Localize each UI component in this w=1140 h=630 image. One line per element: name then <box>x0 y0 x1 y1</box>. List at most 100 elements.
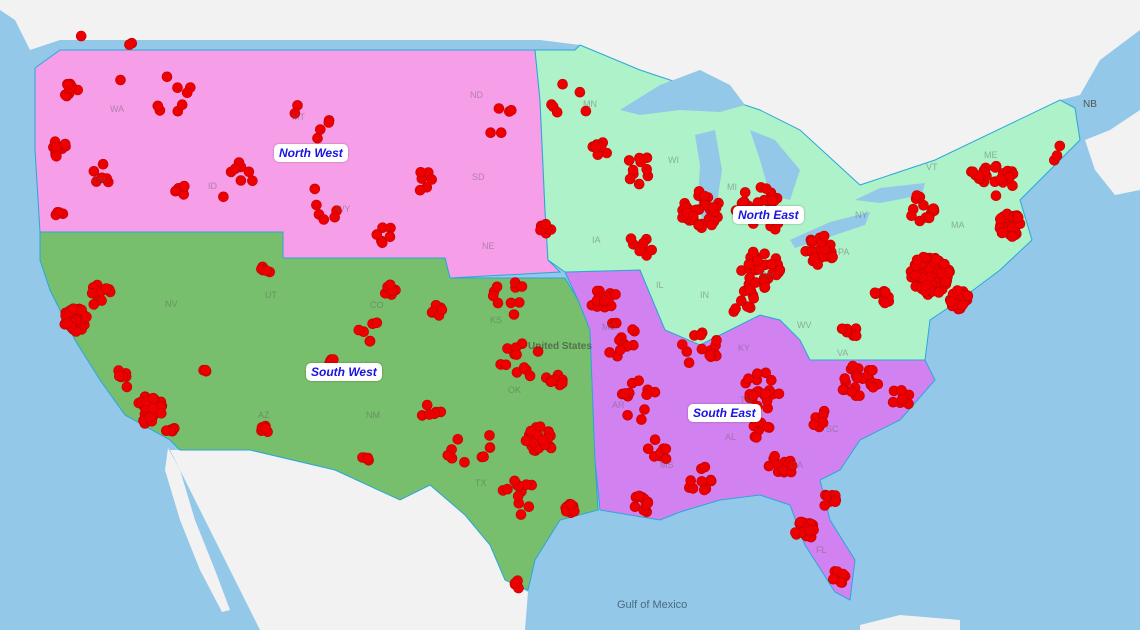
location-marker[interactable] <box>384 279 396 291</box>
location-marker[interactable] <box>896 393 908 405</box>
location-marker[interactable] <box>699 461 711 473</box>
location-marker[interactable] <box>415 167 427 178</box>
location-marker[interactable] <box>502 483 513 495</box>
location-marker[interactable] <box>759 281 771 293</box>
location-marker[interactable] <box>312 132 323 144</box>
location-marker[interactable] <box>827 251 838 263</box>
location-marker[interactable] <box>743 258 755 270</box>
location-marker[interactable] <box>911 254 923 266</box>
location-marker[interactable] <box>639 404 650 415</box>
location-marker[interactable] <box>200 364 211 376</box>
location-marker[interactable] <box>909 269 921 281</box>
location-marker[interactable] <box>928 203 939 214</box>
location-marker[interactable] <box>485 127 496 138</box>
location-marker[interactable] <box>839 373 851 384</box>
location-marker[interactable] <box>323 117 335 128</box>
location-marker[interactable] <box>289 108 301 119</box>
location-marker[interactable] <box>487 290 499 302</box>
location-marker[interactable] <box>693 219 704 231</box>
location-marker[interactable] <box>176 99 188 110</box>
location-marker[interactable] <box>920 280 932 291</box>
location-marker[interactable] <box>818 230 830 242</box>
location-marker[interactable] <box>760 388 771 399</box>
location-marker[interactable] <box>426 174 438 185</box>
location-marker[interactable] <box>923 212 935 224</box>
location-marker[interactable] <box>362 452 374 464</box>
location-marker[interactable] <box>493 103 505 114</box>
location-marker[interactable] <box>795 516 807 528</box>
location-marker[interactable] <box>911 190 923 201</box>
location-marker[interactable] <box>421 399 433 411</box>
location-marker[interactable] <box>371 229 383 240</box>
location-marker[interactable] <box>766 194 778 206</box>
location-marker[interactable] <box>376 237 388 248</box>
location-marker[interactable] <box>867 364 878 376</box>
location-marker[interactable] <box>957 299 968 311</box>
location-marker[interactable] <box>641 389 653 401</box>
location-marker[interactable] <box>62 79 74 91</box>
location-marker[interactable] <box>371 317 383 329</box>
location-marker[interactable] <box>452 433 464 445</box>
location-marker[interactable] <box>505 105 517 116</box>
location-marker[interactable] <box>161 425 172 437</box>
location-marker[interactable] <box>819 500 831 511</box>
location-marker[interactable] <box>230 163 241 174</box>
location-marker[interactable] <box>260 423 271 434</box>
location-marker[interactable] <box>385 222 396 234</box>
location-marker[interactable] <box>525 425 537 437</box>
location-marker[interactable] <box>610 317 622 329</box>
location-marker[interactable] <box>574 86 586 98</box>
location-marker[interactable] <box>598 295 610 306</box>
location-marker[interactable] <box>604 347 615 358</box>
location-marker[interactable] <box>777 464 789 476</box>
location-marker[interactable] <box>614 344 626 356</box>
location-marker[interactable] <box>622 409 633 421</box>
location-marker[interactable] <box>695 329 707 341</box>
location-marker[interactable] <box>747 246 759 258</box>
location-marker[interactable] <box>100 283 112 294</box>
location-marker[interactable] <box>523 501 535 513</box>
location-marker[interactable] <box>1051 150 1063 161</box>
location-marker[interactable] <box>442 449 454 461</box>
location-marker[interactable] <box>311 199 322 211</box>
location-marker[interactable] <box>96 295 107 306</box>
location-marker[interactable] <box>318 214 330 225</box>
location-marker[interactable] <box>53 207 65 218</box>
location-marker[interactable] <box>484 430 495 441</box>
location-marker[interactable] <box>634 152 645 164</box>
location-marker[interactable] <box>995 173 1007 185</box>
location-marker[interactable] <box>705 474 717 486</box>
location-marker[interactable] <box>623 155 635 166</box>
location-marker[interactable] <box>637 237 649 249</box>
location-marker[interactable] <box>556 377 568 389</box>
location-marker[interactable] <box>763 460 775 472</box>
location-marker[interactable] <box>773 388 785 400</box>
location-marker[interactable] <box>59 138 71 150</box>
location-marker[interactable] <box>642 443 654 455</box>
location-marker[interactable] <box>172 82 183 93</box>
location-marker[interactable] <box>687 210 699 222</box>
location-marker[interactable] <box>730 303 741 314</box>
location-marker[interactable] <box>765 258 777 270</box>
location-marker[interactable] <box>414 184 426 196</box>
location-marker[interactable] <box>459 456 470 468</box>
location-marker[interactable] <box>86 287 98 299</box>
location-marker[interactable] <box>500 359 512 371</box>
location-marker[interactable] <box>51 151 62 162</box>
location-marker[interactable] <box>945 296 957 308</box>
location-marker[interactable] <box>867 381 879 393</box>
location-marker[interactable] <box>641 163 653 175</box>
location-marker[interactable] <box>769 450 781 462</box>
location-marker[interactable] <box>625 233 637 244</box>
location-marker[interactable] <box>994 213 1006 225</box>
location-marker[interactable] <box>520 435 532 447</box>
location-marker[interactable] <box>812 259 824 270</box>
location-marker[interactable] <box>774 264 786 276</box>
location-marker[interactable] <box>747 390 759 401</box>
location-marker[interactable] <box>505 297 517 309</box>
location-marker[interactable] <box>751 368 763 380</box>
location-marker[interactable] <box>518 362 530 373</box>
location-marker[interactable] <box>933 287 945 298</box>
location-marker[interactable] <box>806 236 818 247</box>
location-marker[interactable] <box>633 490 645 502</box>
